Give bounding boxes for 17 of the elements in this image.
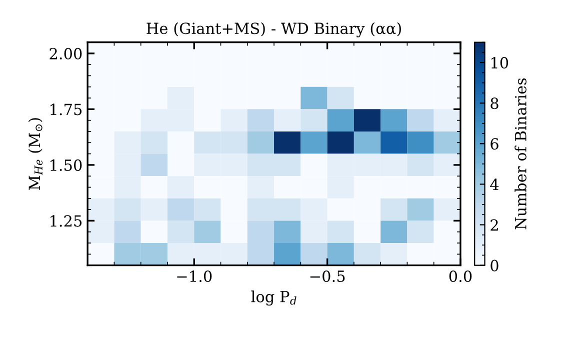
color-bar-title: Number of Binaries xyxy=(514,78,526,230)
color-bar-label: 4 xyxy=(490,178,499,190)
color-bar-label: 2 xyxy=(490,219,498,231)
x-tick-label: 0.0 xyxy=(449,270,472,282)
x-tick-label: −1.0 xyxy=(177,270,212,282)
chart-title: He (Giant+MS) - WD Binary (αα) xyxy=(146,22,401,38)
color-bar-label: 8 xyxy=(490,98,498,110)
x-axis-title: log P$_{d}$ xyxy=(251,290,296,306)
y-tick-label: 2.00 xyxy=(50,48,82,60)
color-bar-label: 0 xyxy=(490,260,498,272)
y-axis-title: M$_{He}$ (M$_{⊙}$) xyxy=(28,118,42,190)
color-bar-label: 6 xyxy=(490,138,498,150)
y-tick-label: 1.25 xyxy=(50,215,82,227)
x-tick-label: −0.5 xyxy=(310,270,345,282)
color-bar-label: 10 xyxy=(491,56,508,69)
y-tick-label: 1.75 xyxy=(50,104,82,116)
y-tick-label: 1.50 xyxy=(50,159,82,171)
